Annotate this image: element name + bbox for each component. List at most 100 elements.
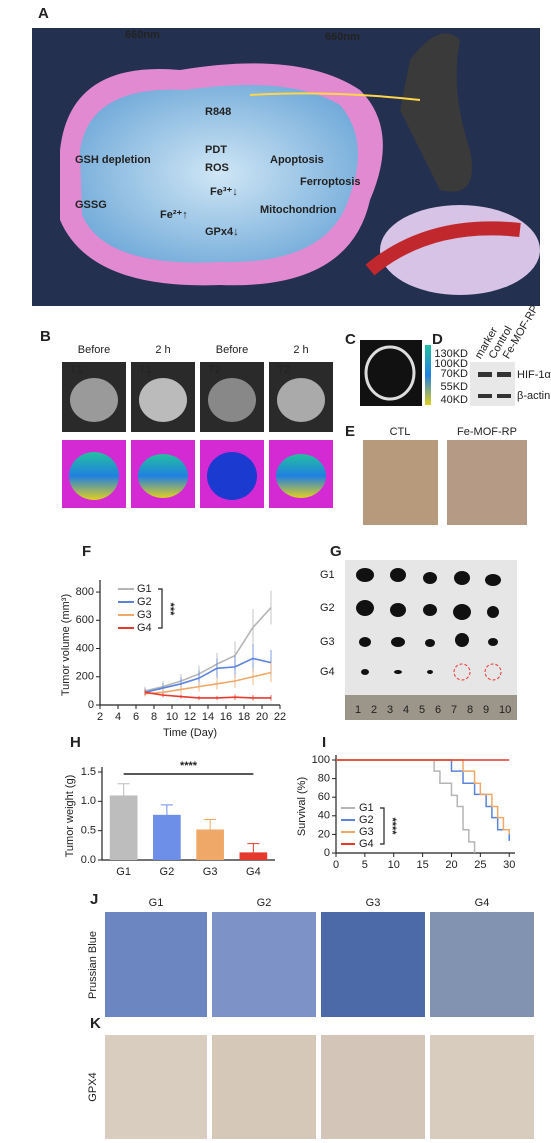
y-tick-label: 400 [76,642,94,654]
ruler-number: 9 [483,704,489,716]
x-tick-label: 30 [503,859,515,871]
stain-label: GPX4 [87,1072,99,1101]
survival-curve [336,759,476,853]
bar [196,829,224,860]
mri-images [62,362,333,508]
y-tick-label: 80 [318,773,330,785]
legend-label: G2 [137,596,152,608]
group-label: G2 [257,897,272,909]
group-label: G3 [320,636,335,648]
scheme-label: Fe³⁺↓ [210,186,238,198]
y-tick-label: 60 [318,791,330,803]
column-label: 2 h [293,344,308,356]
stain-label: Prussian Blue [87,931,99,999]
y-tick-label: 40 [318,810,330,822]
ihc-treated [447,440,527,525]
ruler-number: 10 [499,704,511,716]
significance: **** [180,760,198,772]
y-tick-label: 1.0 [81,795,96,807]
x-tick-label: 16 [220,711,232,723]
legend-label: G3 [359,826,374,838]
vessel [365,221,521,276]
x-tick-label: 25 [474,859,486,871]
y-tick-label: 200 [76,671,94,683]
scheme-label: GSH depletion [75,154,151,166]
y-axis-label: Tumor volume (mm³) [60,594,72,696]
panel-label: J [90,891,98,908]
panel-c-tumor [364,345,416,401]
bar [239,852,268,860]
x-tick-label: G2 [160,866,175,878]
ruler-number: 8 [467,704,473,716]
group-label: G3 [366,897,381,909]
ruler-number: 3 [387,704,393,716]
arrow [249,92,421,101]
panel-label: G [330,543,342,560]
legend-label: G3 [137,609,152,621]
group-label: CTL [390,426,411,438]
survival-curve [336,759,510,841]
legend-label: G4 [359,838,374,850]
scheme-label: GPx4↓ [205,226,239,238]
scheme-label: 660nm [325,31,360,43]
x-tick-label: 2 [97,711,103,723]
legend-label: G2 [359,814,374,826]
kd-marker: 55KD [440,381,468,393]
x-tick-label: 20 [445,859,457,871]
error-bar [117,783,130,796]
sequence-label: T2 [277,364,290,376]
group-label: G2 [320,602,335,614]
x-tick-label: 15 [416,859,428,871]
scheme-label: Ferroptosis [300,176,361,188]
scheme-label: Fe²⁺↑ [160,209,188,221]
ruler [345,695,517,720]
panel-label: E [345,423,355,440]
column-label: Before [78,344,110,356]
x-tick-label: 18 [238,711,250,723]
ruler-number: 6 [435,704,441,716]
scheme-label: ROS [205,162,229,174]
bar [153,814,181,860]
ruler-number: 1 [355,704,361,716]
protein-label: β-actin [517,390,550,402]
y-tick-label: 100 [312,754,330,766]
panel-label: F [82,543,91,560]
error-bar [160,804,173,815]
protein-label: HIF-1α [517,369,551,381]
x-tick-label: 5 [362,859,368,871]
kd-marker: 130KD [434,348,468,360]
significance: *** [164,603,176,617]
sequence-label: T1 [139,364,152,376]
panel-label: C [345,331,356,348]
data-line [144,657,272,694]
x-tick-label: 22 [274,711,286,723]
ihc-ctl [363,440,438,525]
data-line [144,691,271,699]
ruler-number: 7 [451,704,457,716]
x-tick-label: 10 [166,711,178,723]
panel-label: B [40,328,51,345]
bracket [158,588,163,629]
y-tick-label: 0 [324,847,330,859]
absent-tumor [453,663,471,681]
scheme-label: GSSG [75,199,107,211]
legend-label: G1 [359,802,374,814]
x-tick-label: 4 [115,711,121,723]
error-bar [247,843,260,853]
scheme-label: PDT [205,144,227,156]
sequence-label: T2 [208,364,221,376]
bracket [380,807,385,845]
significance: **** [386,817,398,835]
kd-marker: 100KD [434,358,468,370]
scheme-label: 660nm [125,29,160,41]
y-tick-label: 1.5 [81,766,96,778]
x-tick-label: 8 [151,711,157,723]
bar [109,795,138,860]
ruler-number: 5 [419,704,425,716]
absent-tumor [484,663,502,681]
x-tick-label: 0 [333,859,339,871]
group-label: G4 [475,897,490,909]
data-line [144,671,272,695]
